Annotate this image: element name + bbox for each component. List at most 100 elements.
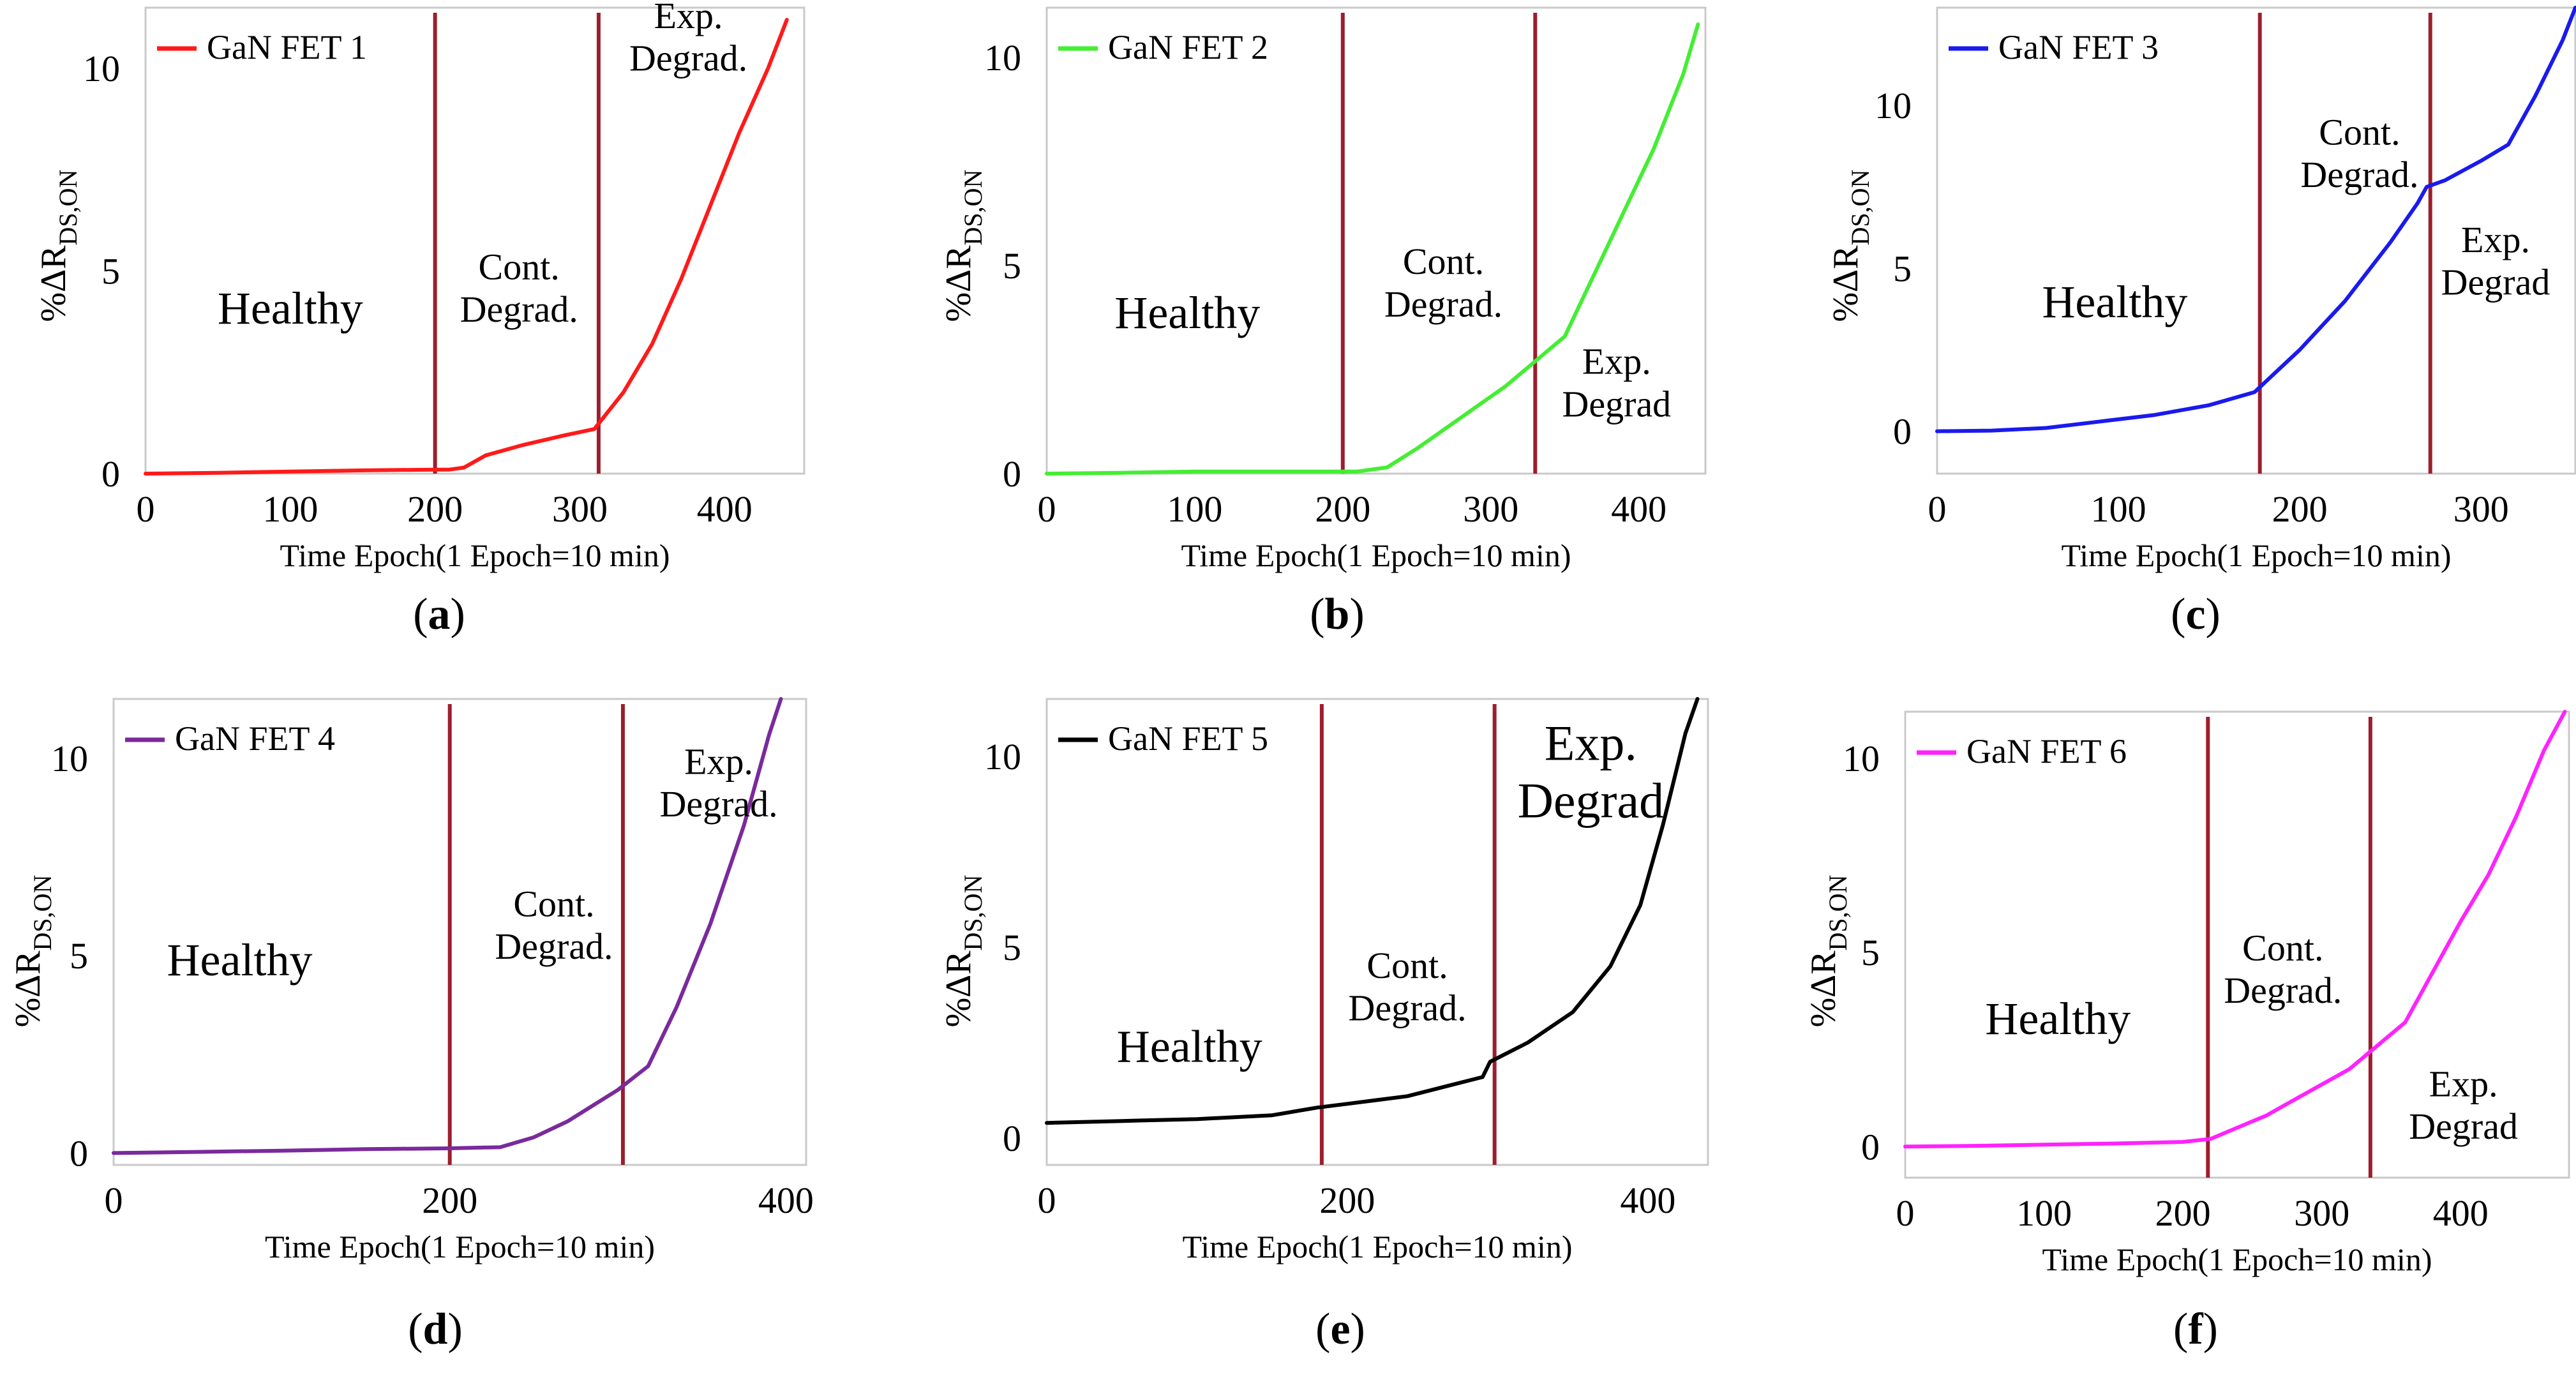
series-line bbox=[144, 18, 789, 476]
y-axis-label-subscript: DS,ON bbox=[54, 170, 82, 246]
y-axis-label: %ΔRDS,ON bbox=[8, 875, 57, 1028]
y-axis-label-subscript: DS,ON bbox=[1846, 170, 1875, 246]
x-axis-label: Time Epoch(1 Epoch=10 min) bbox=[2042, 1242, 2432, 1277]
chart-panel-f: GaN FET 6 0 100 200 300 400 0 5 10 Time Epoch(1 E… bbox=[1804, 710, 2570, 1354]
x-tick-label: 300 bbox=[2294, 1192, 2349, 1234]
region-label-cont-degrad: Degrad. bbox=[1384, 283, 1502, 325]
y-tick-label: 10 bbox=[1843, 738, 1880, 779]
x-tick-label: 200 bbox=[1319, 1180, 1375, 1221]
region-label-exp-degrad: Degrad. bbox=[659, 783, 777, 825]
caption-part: ) bbox=[2203, 1305, 2218, 1354]
caption-part: f bbox=[2188, 1305, 2203, 1354]
y-axis-label-subscript: DS,ON bbox=[28, 875, 57, 951]
region-label-exp-degrad: Degrad bbox=[1562, 383, 1672, 424]
plot-frame bbox=[112, 698, 807, 1166]
caption-part: ( bbox=[2173, 1305, 2188, 1354]
y-axis-label-main: %ΔR bbox=[34, 245, 73, 322]
y-axis-label: %ΔRDS,ON bbox=[939, 170, 987, 322]
y-tick-label: 0 bbox=[1861, 1126, 1880, 1167]
x-tick-label: 400 bbox=[1611, 488, 1666, 530]
chart-panel-c: GaN FET 3 0 100 200 300 0 5 10 Time Epoch(1 Epoc… bbox=[1826, 6, 2576, 639]
x-tick-label: 0 bbox=[1896, 1192, 1915, 1234]
caption-part: ) bbox=[447, 1305, 462, 1354]
plot-frame bbox=[144, 6, 805, 475]
region-label-exp-degrad: Exp. bbox=[2429, 1063, 2498, 1104]
panel-caption: (e) bbox=[1315, 1305, 1365, 1354]
x-tick-label: 200 bbox=[407, 488, 463, 530]
region-label-exp-degrad: Degrad bbox=[1518, 772, 1665, 828]
x-tick-label: 400 bbox=[1620, 1180, 1675, 1221]
caption-part: c bbox=[2185, 590, 2205, 639]
chart-panel-a: GaN FET 1 0 100 200 300 400 0 5 10 Time Epoch(1 E… bbox=[34, 0, 805, 639]
y-tick-label: 10 bbox=[984, 736, 1021, 777]
region-label-exp-degrad: Exp. bbox=[1545, 716, 1637, 771]
region-label-cont-degrad: Cont. bbox=[513, 883, 594, 924]
series-line bbox=[1935, 6, 2576, 433]
y-tick-label: 5 bbox=[101, 251, 120, 292]
x-tick-label: 100 bbox=[2091, 488, 2146, 530]
x-tick-label: 0 bbox=[1928, 488, 1947, 530]
region-label-healthy: Healthy bbox=[1114, 287, 1260, 338]
x-axis-label: Time Epoch(1 Epoch=10 min) bbox=[1181, 537, 1571, 573]
region-label-healthy: Healthy bbox=[167, 934, 313, 986]
y-tick-label: 10 bbox=[984, 37, 1021, 79]
y-tick-label: 10 bbox=[83, 48, 120, 89]
region-label-exp-degrad: Exp. bbox=[654, 0, 723, 36]
caption-part: ) bbox=[1349, 590, 1364, 639]
caption-part: ) bbox=[1351, 1305, 1365, 1354]
y-axis-label: %ΔRDS,ON bbox=[34, 170, 82, 322]
caption-part: ( bbox=[408, 1305, 423, 1354]
legend-label: GaN FET 4 bbox=[175, 719, 335, 758]
caption-part: e bbox=[1330, 1305, 1350, 1354]
y-tick-label: 0 bbox=[70, 1132, 88, 1174]
region-label-cont-degrad: Degrad. bbox=[495, 926, 613, 967]
y-tick-label: 10 bbox=[1875, 85, 1912, 126]
panel-caption: (b) bbox=[1310, 590, 1365, 639]
x-tick-label: 200 bbox=[1315, 488, 1370, 530]
y-tick-label: 5 bbox=[1893, 248, 1912, 289]
caption-part: ) bbox=[2206, 590, 2220, 639]
chart-panel-b: GaN FET 2 0 100 200 300 400 0 5 10 Time Epoch(1 E… bbox=[939, 6, 1707, 639]
region-label-cont-degrad: Degrad. bbox=[1348, 987, 1466, 1029]
plot-frame bbox=[1045, 6, 1707, 475]
x-tick-label: 400 bbox=[2433, 1192, 2489, 1234]
region-label-cont-degrad: Cont. bbox=[2319, 111, 2400, 153]
y-tick-label: 0 bbox=[1003, 1118, 1021, 1159]
y-tick-label: 10 bbox=[51, 738, 88, 779]
chart-panel-d: GaN FET 4 0 200 400 0 5 10 Time Epoch(1 Epoch=1… bbox=[8, 697, 814, 1354]
x-axis-label: Time Epoch(1 Epoch=10 min) bbox=[1182, 1229, 1572, 1264]
region-label-cont-degrad: Degrad. bbox=[2224, 970, 2342, 1011]
plot-frame bbox=[1904, 710, 2570, 1179]
x-axis-label: Time Epoch(1 Epoch=10 min) bbox=[265, 1229, 655, 1264]
y-axis-label-main: %ΔR bbox=[1804, 950, 1843, 1028]
region-label-cont-degrad: Degrad. bbox=[460, 289, 578, 330]
y-tick-label: 5 bbox=[1003, 927, 1021, 968]
region-label-healthy: Healthy bbox=[1985, 993, 2130, 1044]
legend-label: GaN FET 3 bbox=[1998, 28, 2159, 66]
panel-caption: (c) bbox=[2171, 590, 2220, 639]
series-line bbox=[1045, 697, 1700, 1125]
legend-label: GaN FET 6 bbox=[1966, 732, 2127, 770]
region-label-exp-degrad: Exp. bbox=[1582, 341, 1651, 382]
y-axis-label-main: %ΔR bbox=[1826, 245, 1866, 322]
y-axis-label-subscript: DS,ON bbox=[959, 875, 987, 951]
series-line bbox=[1045, 22, 1700, 476]
region-label-cont-degrad: Cont. bbox=[1367, 945, 1448, 986]
region-label-exp-degrad: Degrad bbox=[2441, 262, 2550, 303]
x-axis-label: Time Epoch(1 Epoch=10 min) bbox=[2061, 537, 2451, 573]
y-tick-label: 5 bbox=[1861, 932, 1880, 973]
region-label-healthy: Healthy bbox=[1117, 1021, 1262, 1072]
legend-label: GaN FET 1 bbox=[207, 28, 367, 66]
legend-label: GaN FET 2 bbox=[1108, 28, 1268, 66]
x-tick-label: 100 bbox=[1167, 488, 1222, 530]
region-label-exp-degrad: Degrad bbox=[2409, 1106, 2518, 1147]
series-line bbox=[1903, 710, 2567, 1149]
caption-part: a bbox=[428, 590, 451, 639]
x-axis-label: Time Epoch(1 Epoch=10 min) bbox=[280, 537, 670, 573]
x-tick-label: 300 bbox=[552, 488, 608, 530]
caption-part: ( bbox=[1310, 590, 1324, 639]
region-label-cont-degrad: Cont. bbox=[479, 246, 560, 287]
region-label-exp-degrad: Degrad. bbox=[629, 37, 747, 79]
caption-part: ( bbox=[1315, 1305, 1330, 1354]
